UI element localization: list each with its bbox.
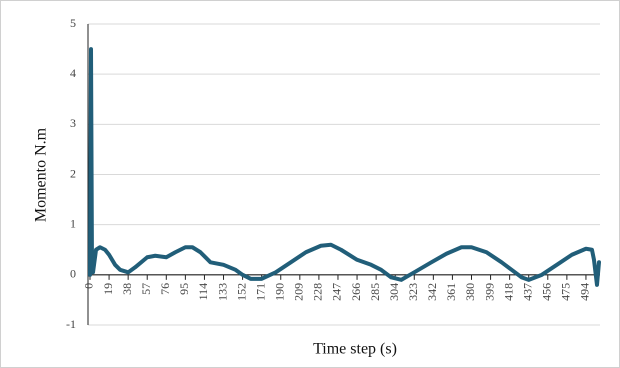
x-tick-label: 76 <box>158 283 172 295</box>
x-tick-label: 285 <box>368 283 382 301</box>
x-tick-label: 399 <box>482 283 496 301</box>
x-tick-label: 380 <box>463 283 477 301</box>
x-tick-label: 475 <box>559 283 573 301</box>
x-tick-label: 361 <box>444 283 458 301</box>
x-tick-label: 304 <box>387 283 401 301</box>
x-tick-label: 152 <box>234 283 248 301</box>
x-tick-label: 418 <box>501 283 515 301</box>
x-tick-label: 228 <box>311 283 325 301</box>
y-tick-label: 5 <box>70 16 76 30</box>
y-tick-label: 3 <box>70 116 76 130</box>
x-tick-label: 266 <box>349 283 363 301</box>
x-tick-label: 0 <box>82 283 96 289</box>
y-tick-label: 4 <box>70 66 76 80</box>
x-tick-label: 38 <box>120 283 134 295</box>
y-tick-label: 2 <box>70 166 76 180</box>
y-tick-label: 0 <box>70 267 76 281</box>
x-tick-label: 95 <box>177 283 191 295</box>
x-tick-label: 114 <box>196 283 210 301</box>
x-tick-label: 494 <box>578 283 592 301</box>
x-tick-label: 247 <box>330 283 344 301</box>
x-tick-label: 133 <box>215 283 229 301</box>
x-tick-label: 190 <box>272 283 286 301</box>
x-tick-label: 456 <box>540 283 554 301</box>
x-tick-label: 209 <box>292 283 306 301</box>
x-tick-label: 171 <box>253 283 267 301</box>
x-tick-label: 57 <box>139 283 153 295</box>
x-axis-title: Time step (s) <box>313 341 397 358</box>
y-tick-label: -1 <box>66 317 76 331</box>
x-tick-label: 19 <box>101 283 115 295</box>
y-tick-label: 1 <box>70 216 76 230</box>
data-line <box>88 47 601 287</box>
x-tick-label: 342 <box>425 283 439 301</box>
x-tick-label: 323 <box>406 283 420 301</box>
y-axis-title: Momento N.m <box>33 127 50 222</box>
x-tick-label: 437 <box>520 283 534 301</box>
